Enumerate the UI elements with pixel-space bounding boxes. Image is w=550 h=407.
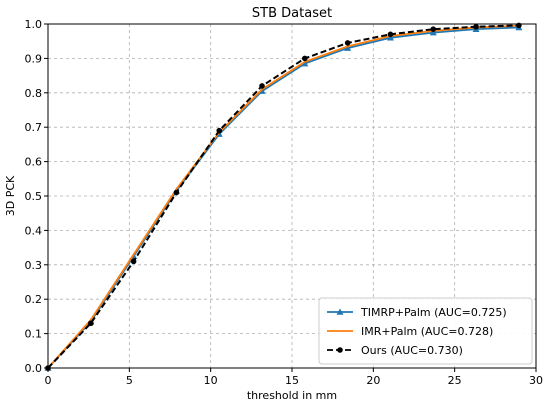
- series-line: [47, 24, 519, 369]
- legend-item: IMR+Palm (AUC=0.728): [327, 325, 493, 338]
- x-tick-label: 25: [448, 374, 462, 387]
- series-line: [47, 24, 519, 369]
- legend: TIMRP+Palm (AUC=0.725) IMR+Palm (AUC=0.72…: [318, 297, 533, 365]
- y-tick-label: 0.8: [25, 87, 43, 100]
- y-tick-label: 0.7: [25, 121, 43, 134]
- data-point: [387, 31, 394, 38]
- data-point: [88, 320, 94, 327]
- y-tick-label: 0.9: [25, 52, 43, 65]
- data-point: [259, 83, 265, 89]
- series-line: [47, 26, 519, 369]
- data-point: [344, 44, 352, 51]
- series-2: [47, 24, 519, 369]
- y-tick-label: 0.4: [25, 224, 43, 237]
- series-3: [45, 22, 522, 371]
- x-tick-label: 20: [366, 374, 380, 387]
- data-point: [473, 23, 479, 30]
- legend-label: TIMRP+Palm (AUC=0.725): [360, 306, 507, 319]
- x-axis: 0 5 10 15 20 25 30: [45, 368, 543, 387]
- data-point: [386, 34, 394, 41]
- series-layer: [44, 22, 523, 371]
- data-point: [430, 26, 437, 32]
- x-tick-label: 30: [529, 374, 543, 387]
- y-axis-label: 3D PCK: [4, 175, 17, 216]
- data-point: [301, 60, 309, 67]
- y-tick-label: 0.3: [25, 259, 43, 272]
- y-tick-label: 0.5: [25, 190, 43, 203]
- x-tick-label: 15: [285, 374, 299, 387]
- data-point: [344, 40, 351, 46]
- chart-title: STB Dataset: [252, 6, 332, 21]
- legend-label: Ours (AUC=0.730): [361, 344, 463, 357]
- x-tick-label: 10: [204, 374, 218, 387]
- y-tick-label: 1.0: [25, 18, 43, 31]
- data-point: [216, 127, 223, 134]
- y-tick-label: 0.0: [25, 362, 43, 375]
- y-tick-label: 0.1: [25, 328, 43, 341]
- legend-marker: [336, 308, 344, 315]
- data-point: [516, 22, 522, 29]
- legend-box: [318, 297, 533, 365]
- x-tick-label: 0: [45, 374, 52, 387]
- data-point: [173, 189, 180, 196]
- legend-item: TIMRP+Palm (AUC=0.725): [327, 306, 507, 319]
- y-tick-label: 0.6: [25, 156, 43, 169]
- x-tick-label: 5: [126, 374, 133, 387]
- data-point: [429, 29, 437, 36]
- y-axis: 0.0 0.1 0.2 0.3 0.4 0.5 0.6 0.7 0.8 0.9 1.0: [25, 18, 48, 375]
- data-point: [302, 55, 308, 62]
- data-point: [130, 258, 137, 265]
- legend-marker: [337, 347, 343, 353]
- x-axis-label: threshold in mm: [247, 389, 337, 402]
- y-tick-label: 0.2: [25, 293, 43, 306]
- legend-item: Ours (AUC=0.730): [327, 344, 463, 357]
- legend-label: IMR+Palm (AUC=0.728): [361, 325, 493, 338]
